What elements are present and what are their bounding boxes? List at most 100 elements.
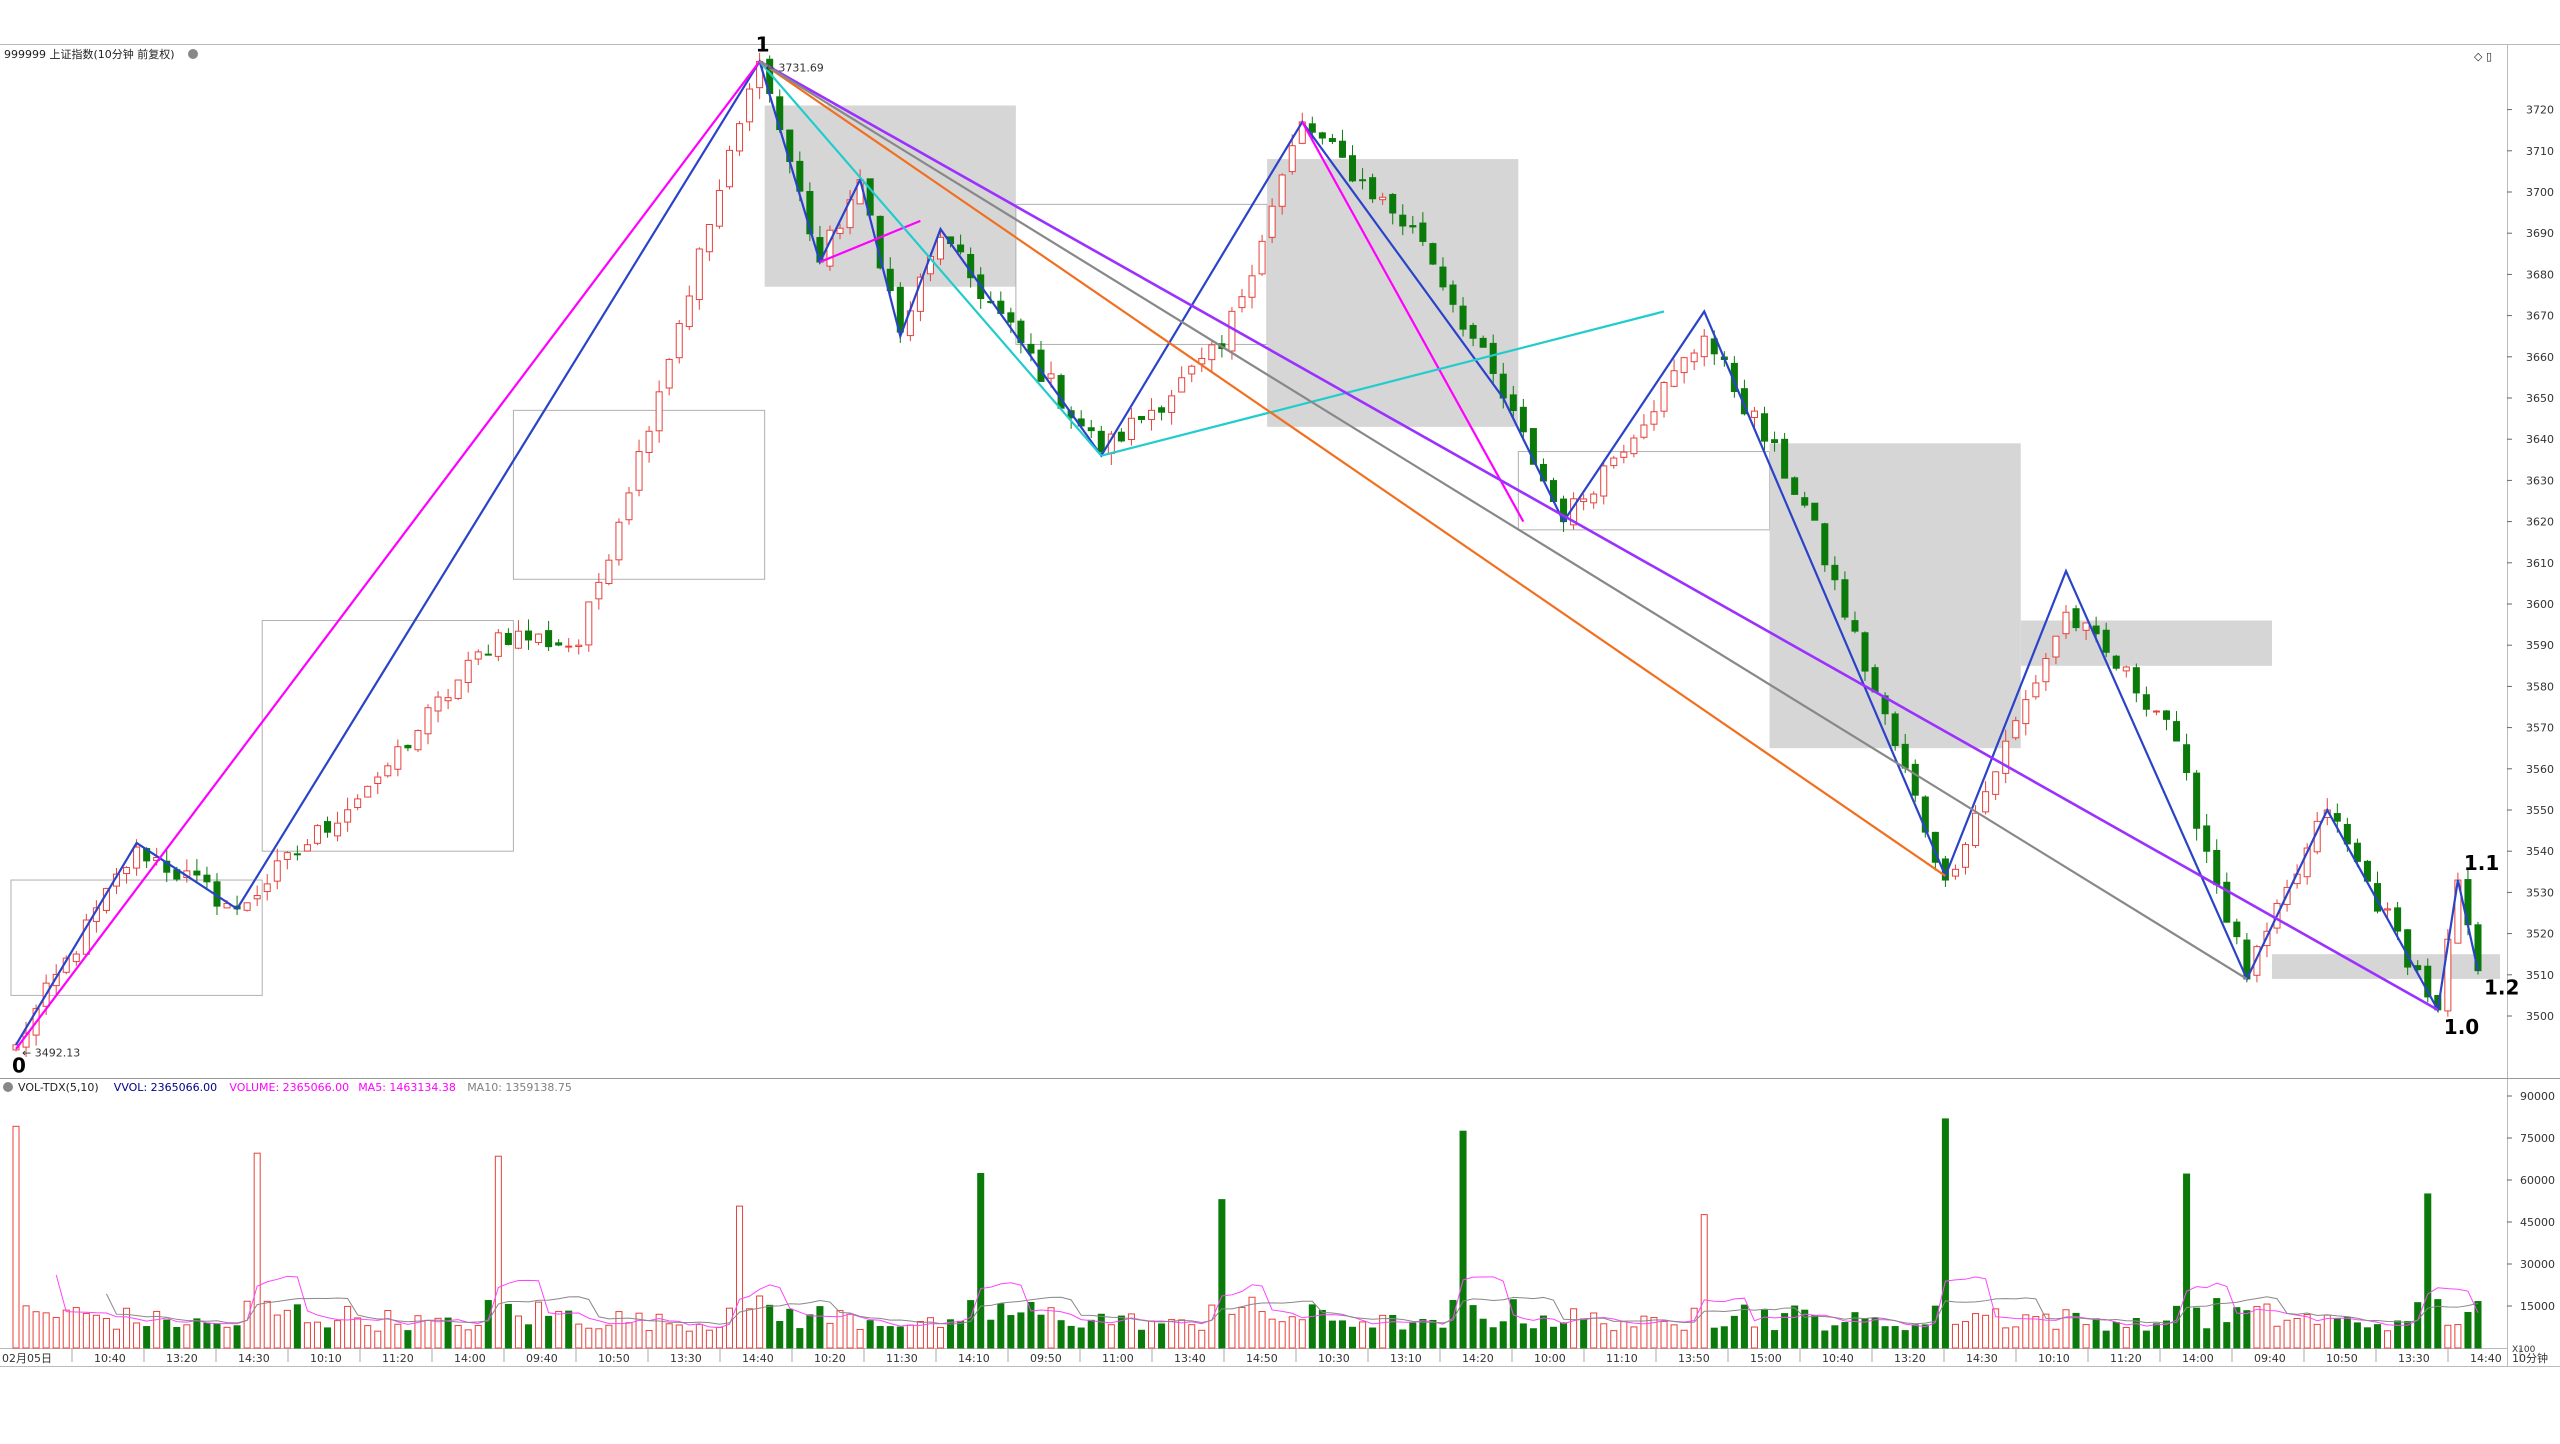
- candle: [2082, 622, 2090, 640]
- candle-body: [555, 642, 563, 646]
- volume-bar: [1328, 1320, 1336, 1349]
- candle-body: [705, 223, 713, 253]
- time-label: 14:50: [1246, 1352, 1278, 1365]
- candle-body: [2072, 608, 2080, 629]
- high-price-label: ← 3731.69: [766, 61, 824, 74]
- candle: [273, 848, 281, 890]
- candle: [1178, 366, 1186, 393]
- volume-bar: [876, 1326, 884, 1349]
- candle-body: [685, 295, 693, 328]
- candle-body: [1620, 451, 1628, 458]
- candle: [1791, 476, 1799, 495]
- candle: [1359, 168, 1367, 190]
- volume-bar: [1972, 1313, 1980, 1349]
- candle-body: [203, 874, 211, 883]
- volume-bar: [1449, 1299, 1457, 1349]
- candle: [1851, 611, 1859, 634]
- candle-body: [2132, 667, 2140, 694]
- candle-body: [1208, 344, 1216, 361]
- volume-bar: [1499, 1321, 1507, 1349]
- candle-body: [1449, 284, 1457, 305]
- candle-body: [2012, 720, 2020, 739]
- volume-bar: [2293, 1318, 2301, 1349]
- volume-bar: [1067, 1325, 1075, 1349]
- volume-bar: [434, 1317, 442, 1349]
- volume-bar: [1720, 1326, 1728, 1349]
- volume-bar: [2414, 1302, 2422, 1349]
- candle: [2142, 686, 2150, 717]
- volume-bar: [1298, 1319, 1306, 1349]
- price-tick-label: 3550: [2526, 804, 2554, 817]
- volume-bar: [2333, 1318, 2341, 1349]
- volume-bar: [414, 1315, 422, 1349]
- candle: [2072, 605, 2080, 632]
- candle-body: [1027, 343, 1035, 354]
- price-tick-label: 3570: [2526, 722, 2554, 735]
- candle-body: [1580, 498, 1588, 503]
- volume-bar: [1137, 1329, 1146, 1349]
- volume-bar: [183, 1324, 191, 1349]
- candle: [1630, 434, 1638, 458]
- time-label: 10:50: [598, 1352, 630, 1365]
- volume-bar: [123, 1307, 131, 1349]
- candle: [253, 885, 261, 907]
- volume-bar: [2394, 1320, 2402, 1349]
- candle: [1208, 341, 1216, 372]
- candle: [2032, 675, 2040, 700]
- volume-bar: [997, 1303, 1005, 1349]
- candle-body: [293, 853, 301, 856]
- candle-body: [273, 860, 281, 882]
- volume-tick-label: 75000: [2520, 1132, 2555, 1145]
- candle-body: [916, 276, 924, 312]
- candle-body: [1529, 428, 1537, 465]
- volume-bar: [62, 1309, 70, 1349]
- candle: [1951, 864, 1959, 880]
- candle-body: [2142, 694, 2150, 710]
- volume-bar: [32, 1311, 40, 1349]
- settings-circle-icon[interactable]: [188, 49, 198, 59]
- time-label: 10:10: [2038, 1352, 2070, 1365]
- volume-bar: [1178, 1319, 1186, 1349]
- volume-bar: [545, 1315, 553, 1349]
- candle: [2152, 710, 2160, 716]
- window-controls[interactable]: ◇ ▯: [2474, 50, 2492, 63]
- time-label: 09:50: [1030, 1352, 1062, 1365]
- volume-bar: [2102, 1330, 2110, 1349]
- candle: [2162, 710, 2170, 731]
- volume-header-item: VVOL: 2365066.00: [114, 1081, 217, 1094]
- volume-bar: [715, 1326, 723, 1349]
- candle-body: [1359, 179, 1367, 182]
- time-label: 14:00: [2182, 1352, 2214, 1365]
- scale-tag: X100: [2512, 1345, 2536, 1355]
- candle-body: [1891, 713, 1899, 747]
- candle-body: [1851, 620, 1859, 632]
- candle-body: [123, 867, 131, 875]
- volume-bar: [1750, 1326, 1758, 1349]
- price-tick-label: 3690: [2526, 227, 2554, 240]
- candle-body: [354, 798, 362, 809]
- volume-bar: [675, 1324, 683, 1349]
- trend-lines: [15, 58, 2480, 1050]
- candle: [1459, 297, 1467, 337]
- volume-bar: [2424, 1193, 2432, 1349]
- volume-bar: [756, 1295, 764, 1349]
- volume-bar: [2263, 1303, 2271, 1349]
- candle: [494, 628, 502, 662]
- candle: [1449, 280, 1457, 313]
- zone-7: [1769, 443, 2021, 749]
- volume-bar: [645, 1330, 653, 1349]
- time-label: 10:40: [94, 1352, 126, 1365]
- volume-bar: [1620, 1321, 1628, 1349]
- volume-bar: [625, 1322, 633, 1349]
- wave-label: 1.2: [2484, 976, 2519, 1000]
- candle-body: [364, 785, 372, 798]
- candle-body: [615, 521, 623, 561]
- candle-body: [1369, 177, 1377, 200]
- price-tick-label: 3590: [2526, 639, 2554, 652]
- candle: [1690, 349, 1698, 371]
- volume-header-item: VOL-TDX(5,10): [18, 1081, 99, 1094]
- price-tick-label: 3650: [2526, 392, 2554, 405]
- vol-settings-icon[interactable]: [3, 1082, 13, 1092]
- candle: [1781, 432, 1789, 479]
